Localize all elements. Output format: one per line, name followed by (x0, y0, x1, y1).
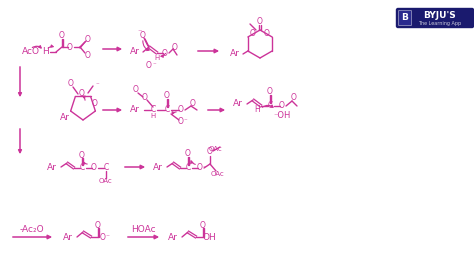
Text: O: O (250, 29, 256, 39)
Text: ⁻: ⁻ (138, 27, 142, 36)
Text: ⁻: ⁻ (95, 82, 99, 88)
Text: O: O (267, 88, 273, 97)
Text: C: C (103, 163, 109, 172)
Text: O: O (291, 94, 297, 103)
Text: AcO: AcO (22, 48, 40, 57)
Text: -Ac₂O: -Ac₂O (20, 225, 44, 234)
Text: O: O (142, 92, 148, 101)
Text: BYJU'S: BYJU'S (424, 11, 456, 20)
Text: O: O (79, 88, 85, 97)
Text: H: H (155, 55, 160, 61)
Text: Ar: Ar (153, 162, 163, 172)
Text: O: O (68, 79, 74, 88)
Text: Ar: Ar (63, 233, 73, 242)
Text: The Learning App: The Learning App (419, 20, 462, 26)
Text: HOAc: HOAc (131, 225, 155, 234)
Text: O: O (197, 163, 203, 172)
Text: C: C (267, 101, 273, 110)
Text: O: O (92, 98, 98, 107)
Text: O: O (146, 61, 152, 70)
Text: O: O (279, 101, 285, 110)
Text: OH: OH (202, 233, 216, 242)
Text: C: C (164, 106, 170, 115)
Text: O: O (200, 221, 206, 230)
Text: ⁻: ⁻ (183, 118, 187, 124)
Text: O: O (91, 163, 97, 172)
Text: Ar: Ar (47, 162, 57, 172)
Text: O: O (257, 17, 263, 26)
Text: C: C (185, 163, 191, 172)
Text: OAc: OAc (99, 178, 113, 184)
Text: O: O (185, 150, 191, 159)
Text: Ar: Ar (130, 48, 140, 57)
Text: OAc: OAc (209, 146, 223, 152)
Text: Ar: Ar (130, 106, 140, 115)
Text: ⁻OH: ⁻OH (273, 112, 291, 120)
Text: Ar: Ar (60, 113, 70, 122)
Text: O: O (178, 106, 184, 115)
Text: Ar: Ar (230, 50, 240, 58)
Text: B: B (401, 14, 409, 23)
Text: Ar: Ar (233, 100, 243, 109)
Text: O: O (140, 30, 146, 39)
Text: H: H (254, 106, 260, 115)
Text: H: H (150, 113, 155, 119)
Text: H: H (43, 48, 49, 57)
Text: ⁻: ⁻ (105, 233, 109, 242)
Text: O: O (162, 48, 168, 57)
Text: O: O (79, 150, 85, 159)
Text: C: C (150, 106, 155, 115)
Text: O: O (67, 42, 73, 51)
Text: O: O (172, 42, 178, 51)
FancyBboxPatch shape (399, 11, 411, 26)
Text: O: O (164, 91, 170, 100)
Text: C: C (79, 163, 85, 172)
Text: O: O (85, 51, 91, 60)
Text: O: O (100, 233, 106, 242)
Text: O: O (190, 98, 196, 107)
Text: Ar: Ar (168, 233, 178, 242)
FancyBboxPatch shape (396, 8, 474, 27)
Text: O: O (207, 147, 213, 156)
Text: O: O (178, 118, 184, 126)
Text: ⁻: ⁻ (202, 165, 206, 171)
Text: O: O (133, 85, 139, 94)
Text: O: O (85, 35, 91, 44)
Text: ⁻: ⁻ (152, 62, 156, 68)
Text: O: O (95, 221, 101, 230)
Text: O: O (264, 29, 270, 39)
Text: OAc: OAc (211, 171, 225, 177)
Text: O: O (59, 32, 65, 41)
